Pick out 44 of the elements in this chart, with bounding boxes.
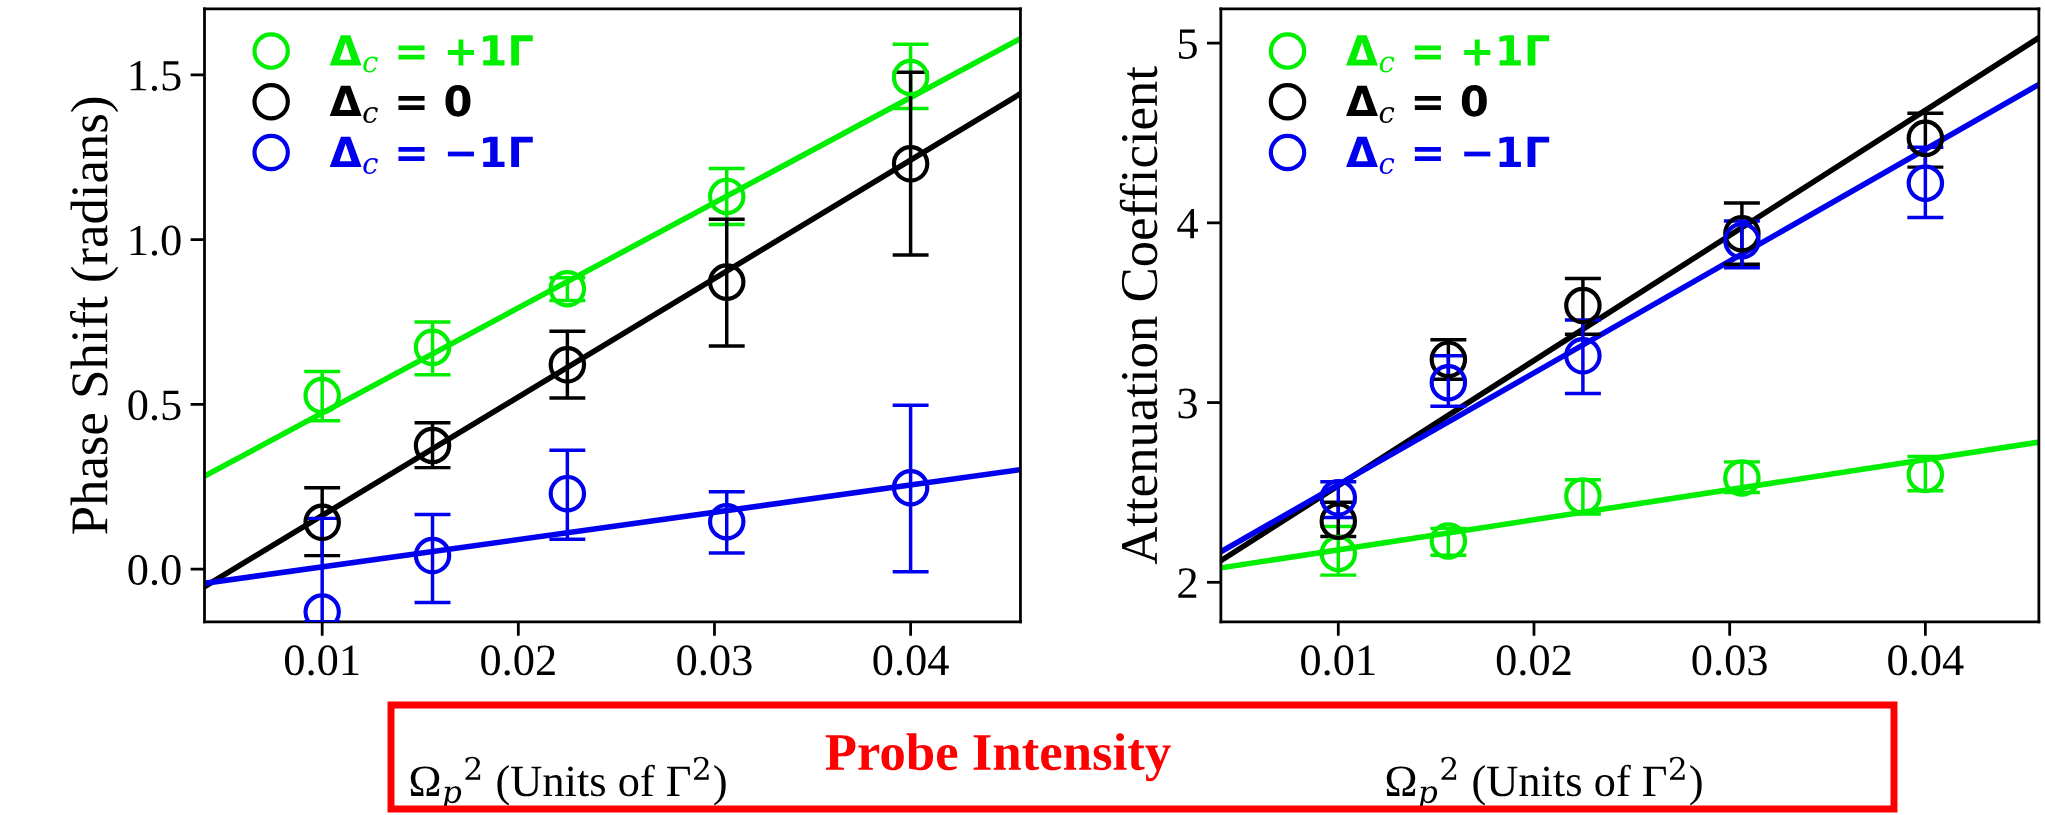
x-tick-label: 0.04: [1888, 645, 1964, 676]
y-tick-label: 5: [1179, 29, 1197, 59]
point: [413, 536, 452, 575]
x-tick-label: 0.04: [873, 645, 949, 676]
point: [303, 376, 341, 415]
point: [891, 58, 930, 97]
legend-label: Δ$_{c}$ = 0: [1346, 85, 1487, 123]
point: [548, 346, 587, 384]
point: [303, 503, 341, 542]
x-tick-label: 0.02: [481, 645, 555, 676]
point: [707, 263, 746, 301]
point: [1906, 119, 1945, 158]
point: [548, 269, 587, 308]
point: [707, 177, 746, 216]
x-tick-label: 0.01: [284, 645, 359, 676]
x-tick-label: 0.01: [1301, 645, 1375, 676]
text: Probe Intensity: [825, 733, 1171, 782]
point: [1429, 364, 1468, 402]
point: [1906, 164, 1945, 203]
legend-label: Δ$_{c}$ = −1Γ: [1346, 136, 1550, 174]
point: [707, 502, 746, 541]
point: [1723, 222, 1761, 260]
point: [413, 328, 452, 367]
point: [891, 468, 930, 507]
y-tick-label: 0.5: [128, 390, 181, 421]
legend-label: Δ$_{c}$ = +1Γ: [1346, 35, 1550, 73]
y-tick-label: 1.5: [130, 60, 181, 91]
y-tick-label: 3: [1178, 388, 1197, 419]
legend-label: Δ$_{c}$ = −1Γ: [329, 136, 533, 174]
x-tick-label: 0.03: [677, 645, 752, 676]
point: [1564, 286, 1602, 325]
y-tick-label: 2: [1178, 568, 1197, 598]
x-tick-label: 0.03: [1692, 645, 1767, 676]
legend-label: Δ$_{c}$ = +1Γ: [329, 35, 533, 73]
y-axis-title: Phase Shift (radians): [69, 97, 119, 534]
y-axis-title: Attenuation Coefficient: [1119, 66, 1158, 565]
point: [548, 474, 587, 513]
point: [1564, 337, 1602, 375]
point: [891, 145, 930, 183]
x-tick-label: 0.02: [1496, 645, 1571, 676]
y-tick-label: 0.0: [128, 554, 181, 586]
y-tick-label: 4: [1177, 209, 1198, 239]
y-tick-label: 1.0: [130, 225, 181, 256]
legend-label: Δ$_{c}$ = 0: [329, 85, 471, 123]
